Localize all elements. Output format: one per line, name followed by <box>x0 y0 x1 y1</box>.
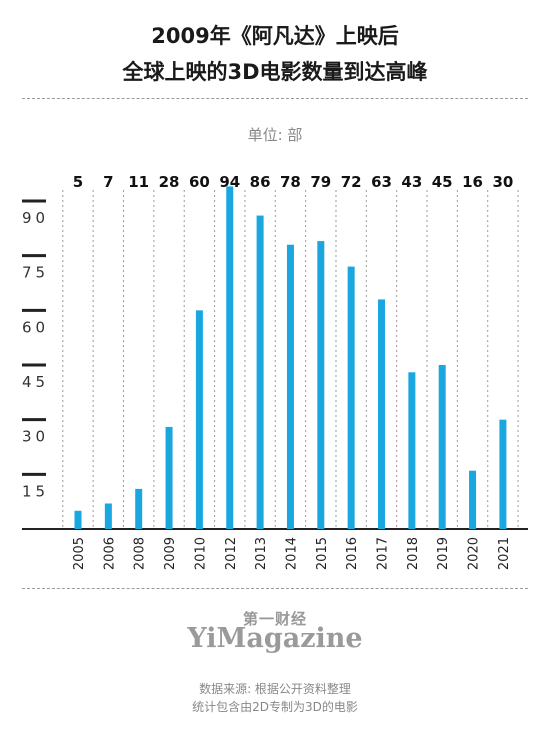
bar <box>74 510 82 529</box>
stat-note: 统计包含由2D专制为3D的电影 <box>192 700 358 714</box>
value-label: 7 <box>103 173 113 191</box>
x-tick-label: 2021 <box>497 537 512 570</box>
bar <box>104 503 112 529</box>
logo-yimagazine: YiMagazine <box>187 623 363 654</box>
bar <box>499 419 507 529</box>
x-tick-label: 2020 <box>467 537 482 570</box>
x-tick-label: 2013 <box>254 537 269 570</box>
bar <box>469 470 477 529</box>
x-tick-label: 2015 <box>315 537 330 570</box>
bar <box>347 266 355 529</box>
x-tick-label: 2005 <box>72 537 87 570</box>
value-label: 5 <box>73 173 83 191</box>
logo-chinese: 第一财经 <box>242 610 307 628</box>
bar-chart: 15 30 45 60 75 90 5 2005 7 2006 11 2008 28 2009 60 2010… <box>22 173 528 570</box>
value-label: 60 <box>189 173 210 191</box>
x-tick-label: 2006 <box>102 537 117 570</box>
y-tick-label: 30 <box>22 428 49 446</box>
value-label: 11 <box>128 173 149 191</box>
bottom-divider <box>22 588 528 589</box>
bar <box>286 244 294 529</box>
bar <box>135 488 143 529</box>
x-tick-label: 2009 <box>163 537 178 570</box>
y-tick-label: 45 <box>22 373 49 391</box>
value-label: 43 <box>401 173 422 191</box>
bar <box>317 241 325 530</box>
x-tick-label: 2008 <box>133 537 148 570</box>
y-tick-label: 90 <box>22 209 49 227</box>
bar <box>408 372 416 529</box>
x-tick-label: 2017 <box>376 537 391 570</box>
value-label: 86 <box>250 173 271 191</box>
value-label: 28 <box>159 173 180 191</box>
value-label: 79 <box>310 173 331 191</box>
value-label: 63 <box>371 173 392 191</box>
value-label: 30 <box>492 173 513 191</box>
x-tick-label: 2014 <box>284 537 299 570</box>
bar <box>195 310 203 529</box>
y-tick-label: 15 <box>22 482 49 500</box>
chart-title-line1: 2009年《阿凡达》上映后 <box>151 24 399 48</box>
x-tick-label: 2010 <box>193 537 208 570</box>
unit-label: 单位: 部 <box>247 126 303 144</box>
value-label: 94 <box>219 173 240 191</box>
value-label: 72 <box>341 173 362 191</box>
value-label: 45 <box>432 173 453 191</box>
x-tick-label: 2012 <box>224 537 239 570</box>
bar <box>378 299 385 529</box>
bar <box>256 215 264 530</box>
value-label: 78 <box>280 173 301 191</box>
y-tick-label: 75 <box>22 264 49 282</box>
bar <box>226 186 234 529</box>
value-label: 16 <box>462 173 483 191</box>
top-divider <box>22 98 528 99</box>
source-note: 数据来源: 根据公开资料整理 <box>199 682 351 696</box>
y-tick-label: 60 <box>22 318 49 336</box>
x-tick-label: 2016 <box>345 537 360 570</box>
x-tick-label: 2019 <box>436 537 451 570</box>
bar <box>438 365 446 529</box>
chart-title-line2: 全球上映的3D电影数量到达高峰 <box>122 60 428 84</box>
x-tick-label: 2018 <box>406 537 421 570</box>
bar <box>165 426 173 529</box>
